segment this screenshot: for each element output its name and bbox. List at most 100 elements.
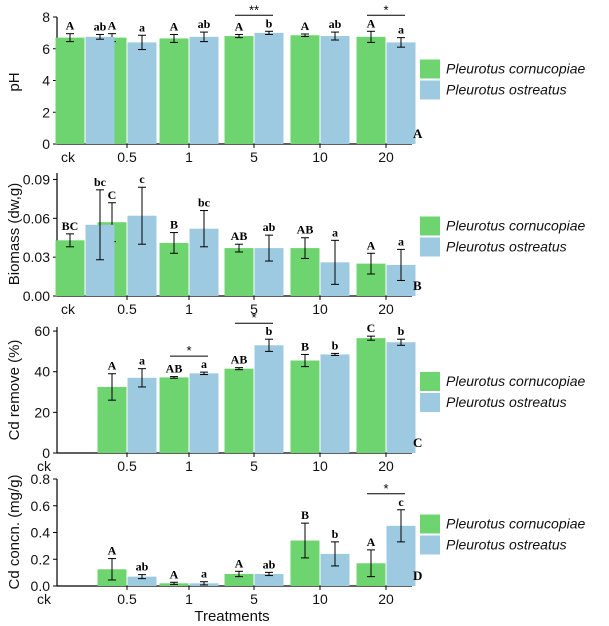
- significance-label: AB: [231, 229, 248, 243]
- y-axis-label: Biomass (dw,g): [6, 183, 23, 286]
- significance-label: A: [108, 544, 117, 558]
- y-tick-label: 8: [42, 9, 50, 25]
- legend-swatch: [420, 59, 440, 79]
- x-tick-label: 0.5: [117, 149, 137, 165]
- x-tick-label: 1: [185, 591, 193, 607]
- x-tick-label: 5: [250, 458, 258, 474]
- bar: [290, 360, 320, 453]
- bar: [189, 373, 219, 453]
- legend-swatch: [420, 372, 440, 391]
- significance-label: C: [108, 188, 117, 202]
- significance-label: ab: [136, 560, 149, 574]
- y-tick-label: 2: [42, 104, 50, 120]
- legend-label: Pleurotus cornucopiae: [446, 373, 586, 389]
- legend-label: Pleurotus ostreatus: [446, 537, 567, 553]
- significance-label: AB: [297, 223, 314, 237]
- x-tick-label: 20: [378, 458, 394, 474]
- bar: [254, 573, 284, 586]
- panel-letter: B: [413, 278, 422, 293]
- comparison-marker: *: [383, 481, 388, 496]
- significance-label: C: [367, 321, 376, 335]
- significance-label: A: [170, 567, 179, 581]
- x-tick-label: ck: [61, 301, 76, 317]
- significance-label: B: [301, 339, 309, 353]
- significance-label: a: [201, 567, 207, 581]
- x-tick-label: 0.5: [117, 301, 137, 317]
- x-tick-label: ck: [37, 458, 52, 474]
- x-tick-label: 10: [312, 591, 328, 607]
- significance-label: ab: [263, 220, 276, 234]
- legend-label: Pleurotus cornucopiae: [446, 218, 586, 234]
- y-tick-label: 0: [42, 445, 50, 461]
- significance-label: A: [367, 238, 376, 252]
- panel-letter: A: [413, 126, 423, 141]
- bar: [224, 36, 254, 144]
- bar: [386, 42, 416, 144]
- bar: [85, 36, 115, 144]
- bar: [356, 36, 386, 144]
- legend-label: Pleurotus ostreatus: [446, 394, 567, 410]
- significance-label: ab: [329, 17, 342, 31]
- x-tick-label: 20: [378, 591, 394, 607]
- significance-label: a: [332, 225, 338, 239]
- comparison-marker: **: [249, 2, 259, 17]
- significance-label: A: [108, 359, 117, 373]
- significance-label: BC: [62, 219, 79, 233]
- y-tick-label: 4: [42, 73, 50, 89]
- legend-label: Pleurotus ostreatus: [446, 82, 567, 98]
- legend-label: Pleurotus cornucopiae: [446, 516, 586, 532]
- legend-swatch: [420, 216, 440, 236]
- legend-swatch: [420, 514, 440, 534]
- significance-label: A: [301, 19, 310, 33]
- bar: [127, 42, 157, 144]
- bar: [254, 32, 284, 144]
- legend-swatch: [420, 393, 440, 412]
- bar: [356, 338, 386, 453]
- x-tick-label: 10: [312, 149, 328, 165]
- bar: [159, 377, 189, 453]
- significance-label: AB: [231, 353, 248, 367]
- significance-label: c: [139, 172, 145, 186]
- y-tick-label: 40: [34, 364, 50, 380]
- bar: [320, 36, 350, 144]
- significance-label: b: [266, 324, 273, 338]
- y-tick-label: 0.09: [23, 171, 50, 187]
- significance-label: a: [201, 357, 207, 371]
- legend-label: Pleurotus ostreatus: [446, 239, 567, 255]
- y-tick-label: 60: [34, 323, 50, 339]
- bar: [254, 345, 284, 453]
- panel-letter: C: [413, 435, 422, 450]
- significance-label: A: [367, 535, 376, 549]
- significance-label: a: [139, 20, 145, 34]
- y-axis-label: Cd concn. (mg/g): [6, 474, 23, 589]
- x-axis-title: Treatments: [194, 608, 269, 625]
- significance-label: ab: [263, 557, 276, 571]
- bar: [386, 342, 416, 453]
- y-tick-label: 0.4: [31, 525, 51, 541]
- y-tick-label: 0.8: [31, 471, 51, 487]
- y-tick-label: 0.06: [23, 210, 50, 226]
- legend-label: Pleurotus cornucopiae: [446, 61, 586, 77]
- significance-label: A: [108, 19, 117, 33]
- bar: [224, 248, 254, 296]
- significance-label: b: [332, 527, 339, 541]
- x-tick-label: 5: [250, 591, 258, 607]
- chart-panel-d: 0.0 0.2 0.4 0.6 0.8 Cd concn. (mg/g) ck 0.5 1 5 10…: [6, 471, 586, 625]
- y-tick-label: 20: [34, 404, 50, 420]
- bar: [224, 368, 254, 453]
- legend-swatch: [420, 535, 440, 555]
- chart-panel-c: 0 20 40 60 Cd remove (%) ck 0.5 1 5 10 20 A AB AB B Ca a…: [6, 310, 586, 474]
- comparison-marker: *: [383, 2, 388, 17]
- significance-label: a: [139, 354, 145, 368]
- significance-label: b: [266, 16, 273, 30]
- comparison-marker: *: [186, 343, 191, 358]
- x-tick-label: 10: [312, 301, 328, 317]
- y-tick-label: 0.0: [31, 578, 51, 594]
- x-tick-label: 0.5: [117, 591, 137, 607]
- x-tick-label: 5: [250, 301, 258, 317]
- panel-letter: D: [413, 568, 422, 583]
- y-tick-label: 0.03: [23, 249, 50, 265]
- bar: [127, 377, 157, 453]
